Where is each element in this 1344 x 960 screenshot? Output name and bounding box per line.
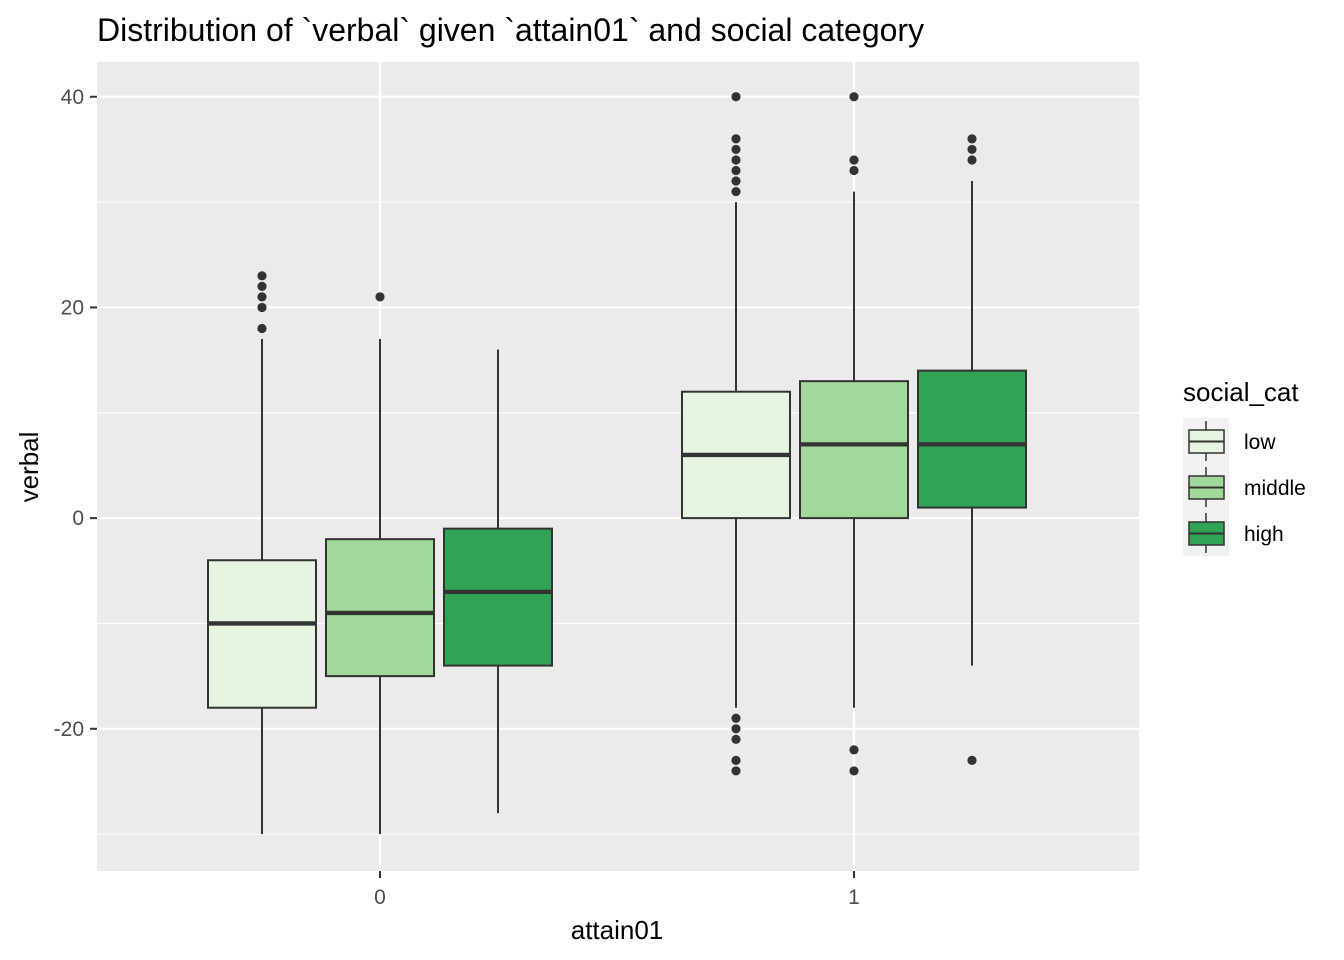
outlier-point (967, 155, 977, 165)
outlier-point (849, 165, 859, 176)
box-iqr (799, 380, 909, 520)
outlier-point (731, 766, 741, 776)
box-low-1 (681, 92, 791, 776)
legend: social_cat low middle high (1183, 377, 1306, 556)
legend-label: middle (1244, 477, 1306, 500)
outlier-point (731, 186, 741, 197)
y-axis: -20 0 20 40 (54, 86, 97, 741)
chart-title: Distribution of `verbal` given `attain01… (97, 12, 924, 48)
y-tick-label: -20 (54, 718, 84, 741)
outlier-point (731, 724, 741, 734)
outlier-point (731, 755, 741, 765)
outlier-point (849, 766, 859, 776)
outlier-point (731, 155, 741, 165)
outlier-point (731, 134, 741, 144)
outlier-point (731, 734, 741, 744)
legend-item-middle: middle (1183, 464, 1306, 510)
x-tick-label: 0 (374, 886, 386, 909)
outlier-point (849, 155, 859, 165)
outlier-point (731, 176, 741, 186)
outlier-point (731, 713, 741, 723)
x-axis-title: attain01 (571, 915, 664, 945)
y-tick-label: 0 (72, 507, 84, 530)
legend-title: social_cat (1183, 377, 1299, 407)
box-iqr (207, 559, 317, 709)
outlier-point (257, 271, 267, 281)
outlier-point (731, 92, 741, 102)
outlier-point (967, 755, 977, 765)
outlier-point (375, 292, 385, 302)
outlier-point (257, 302, 267, 313)
outlier-point (257, 292, 267, 302)
outlier-point (257, 323, 267, 334)
boxes (207, 92, 1027, 835)
outlier-point (967, 134, 977, 144)
outlier-point (257, 281, 267, 291)
outlier-point (731, 165, 741, 176)
y-axis-title: verbal (14, 432, 44, 503)
legend-item-low: low (1183, 418, 1276, 464)
box-middle-0 (325, 292, 435, 835)
outlier-point (731, 144, 741, 155)
y-tick-label: 20 (61, 296, 84, 319)
legend-item-high: high (1183, 510, 1284, 556)
box-middle-1 (799, 92, 909, 776)
outlier-point (849, 92, 859, 102)
box-iqr (917, 369, 1027, 509)
box-low-0 (207, 271, 317, 835)
legend-label: low (1244, 431, 1276, 454)
box-iqr (325, 538, 435, 678)
outlier-point (849, 745, 859, 755)
x-tick-label: 1 (848, 886, 860, 909)
legend-label: high (1244, 523, 1284, 546)
outlier-point (967, 144, 977, 155)
y-tick-label: 40 (61, 86, 84, 109)
box-high-0 (443, 349, 553, 814)
box-high-1 (917, 134, 1027, 765)
box-iqr (443, 527, 553, 667)
